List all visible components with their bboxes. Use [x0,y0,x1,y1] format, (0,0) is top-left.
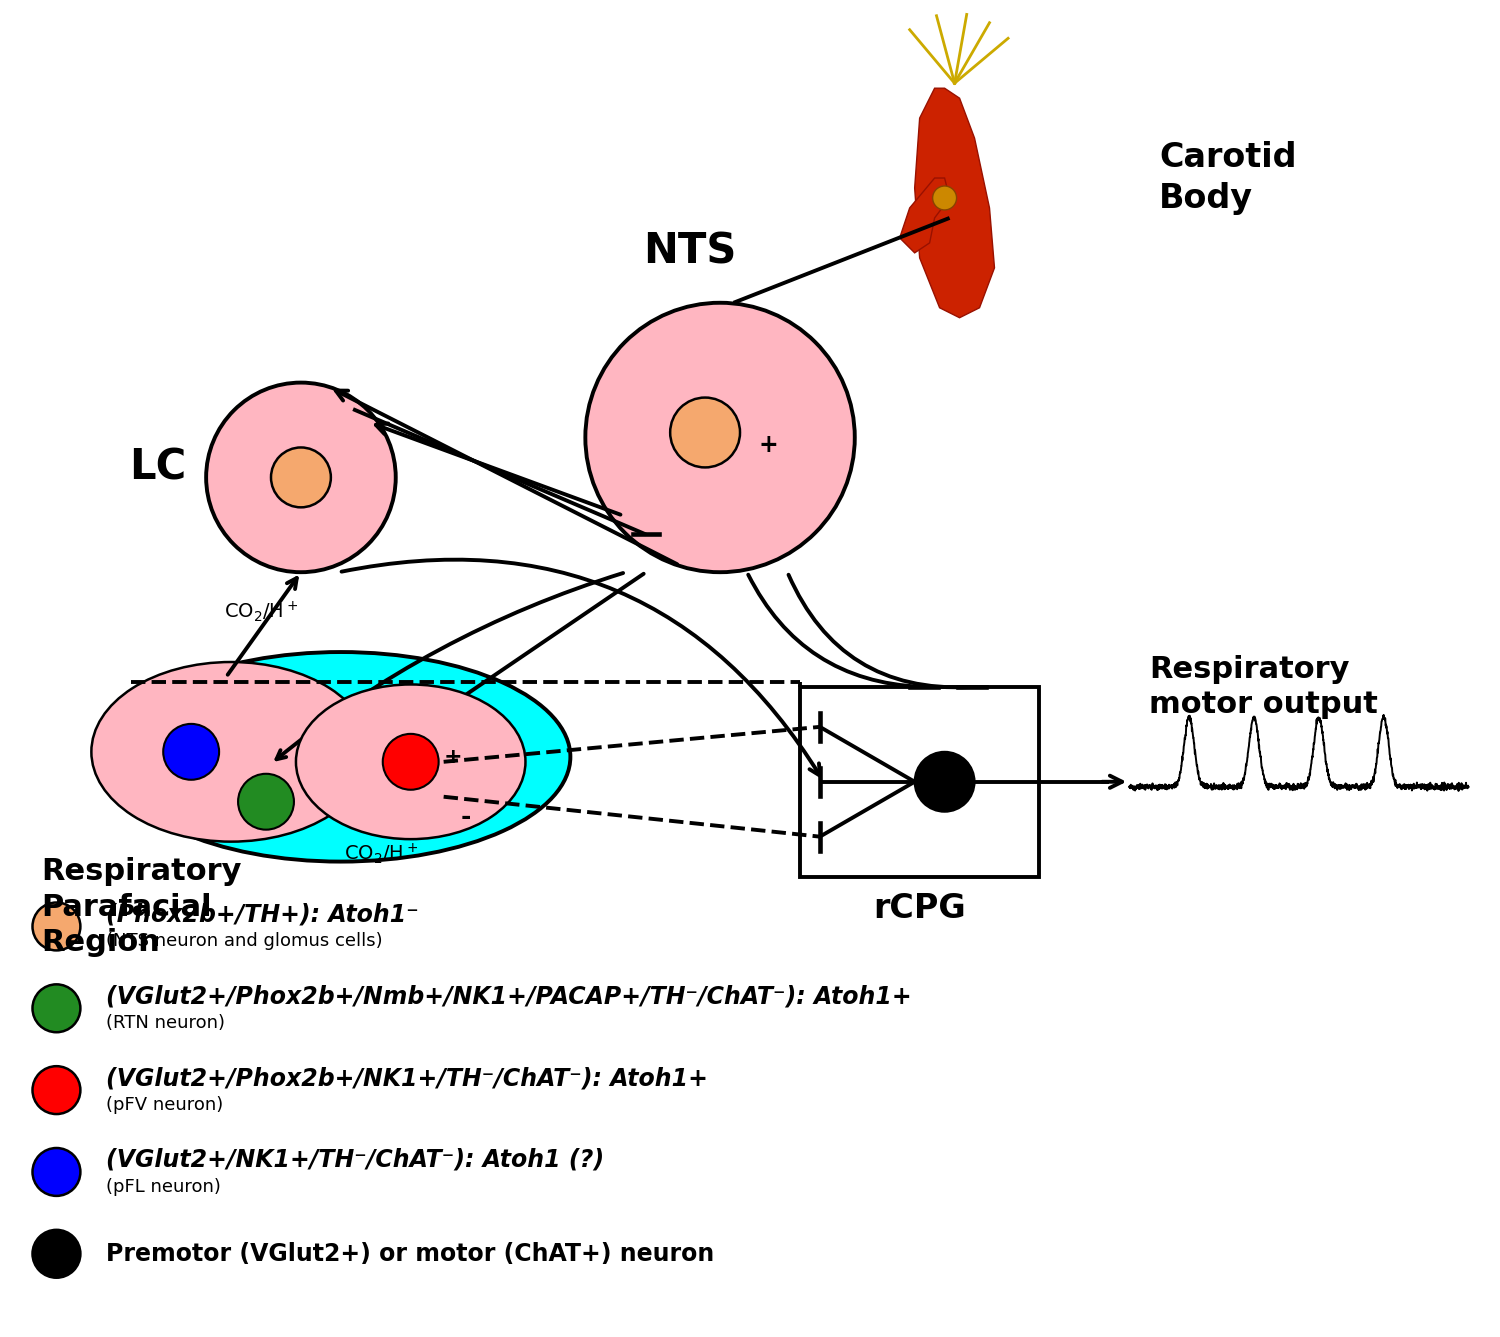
Text: CO$_2$/H$^+$: CO$_2$/H$^+$ [344,841,418,866]
Text: (NTS neuron and glomus cells): (NTS neuron and glomus cells) [106,932,382,951]
Ellipse shape [296,685,525,840]
Circle shape [33,1230,81,1278]
Ellipse shape [111,652,570,861]
Circle shape [382,734,438,790]
Circle shape [272,448,332,507]
Text: Respiratory
Parafacial
Region: Respiratory Parafacial Region [42,857,242,957]
Text: (pFV neuron): (pFV neuron) [106,1096,224,1114]
Circle shape [164,723,219,779]
Polygon shape [900,178,950,253]
Circle shape [33,1066,81,1114]
Text: Respiratory
motor output: Respiratory motor output [1149,655,1378,719]
Text: NTS: NTS [644,231,736,273]
Text: Carotid
Body: Carotid Body [1160,142,1296,215]
Circle shape [915,751,975,812]
Text: Premotor (VGlut2+) or motor (ChAT+) neuron: Premotor (VGlut2+) or motor (ChAT+) neur… [106,1242,714,1266]
Text: (Phox2b+/TH+): Atoh1⁻: (Phox2b+/TH+): Atoh1⁻ [106,902,418,927]
Text: (pFL neuron): (pFL neuron) [106,1178,220,1195]
Text: (RTN neuron): (RTN neuron) [106,1015,225,1032]
Circle shape [670,397,740,468]
Circle shape [933,186,957,210]
Text: (VGlut2+/Phox2b+/NK1+/TH⁻/ChAT⁻): Atoh1+: (VGlut2+/Phox2b+/NK1+/TH⁻/ChAT⁻): Atoh1+ [106,1066,708,1090]
Circle shape [206,382,396,572]
Text: +: + [758,433,778,457]
Text: (VGlut2+/NK1+/TH⁻/ChAT⁻): Atoh1 (?): (VGlut2+/NK1+/TH⁻/ChAT⁻): Atoh1 (?) [106,1148,604,1173]
Text: rCPG: rCPG [873,892,966,925]
Circle shape [238,774,294,830]
Polygon shape [915,88,995,318]
Text: CO$_2$/H$^+$: CO$_2$/H$^+$ [224,599,298,624]
Text: LC: LC [129,447,186,488]
Bar [800,687,1040,877]
Circle shape [33,984,81,1032]
Ellipse shape [92,662,370,841]
Text: +: + [444,747,462,767]
Text: -: - [460,805,471,829]
Circle shape [33,1148,81,1195]
Circle shape [33,902,81,951]
Circle shape [585,302,855,572]
Text: (VGlut2+/Phox2b+/Nmb+/NK1+/PACAP+/TH⁻/ChAT⁻): Atoh1+: (VGlut2+/Phox2b+/Nmb+/NK1+/PACAP+/TH⁻/Ch… [106,984,912,1008]
